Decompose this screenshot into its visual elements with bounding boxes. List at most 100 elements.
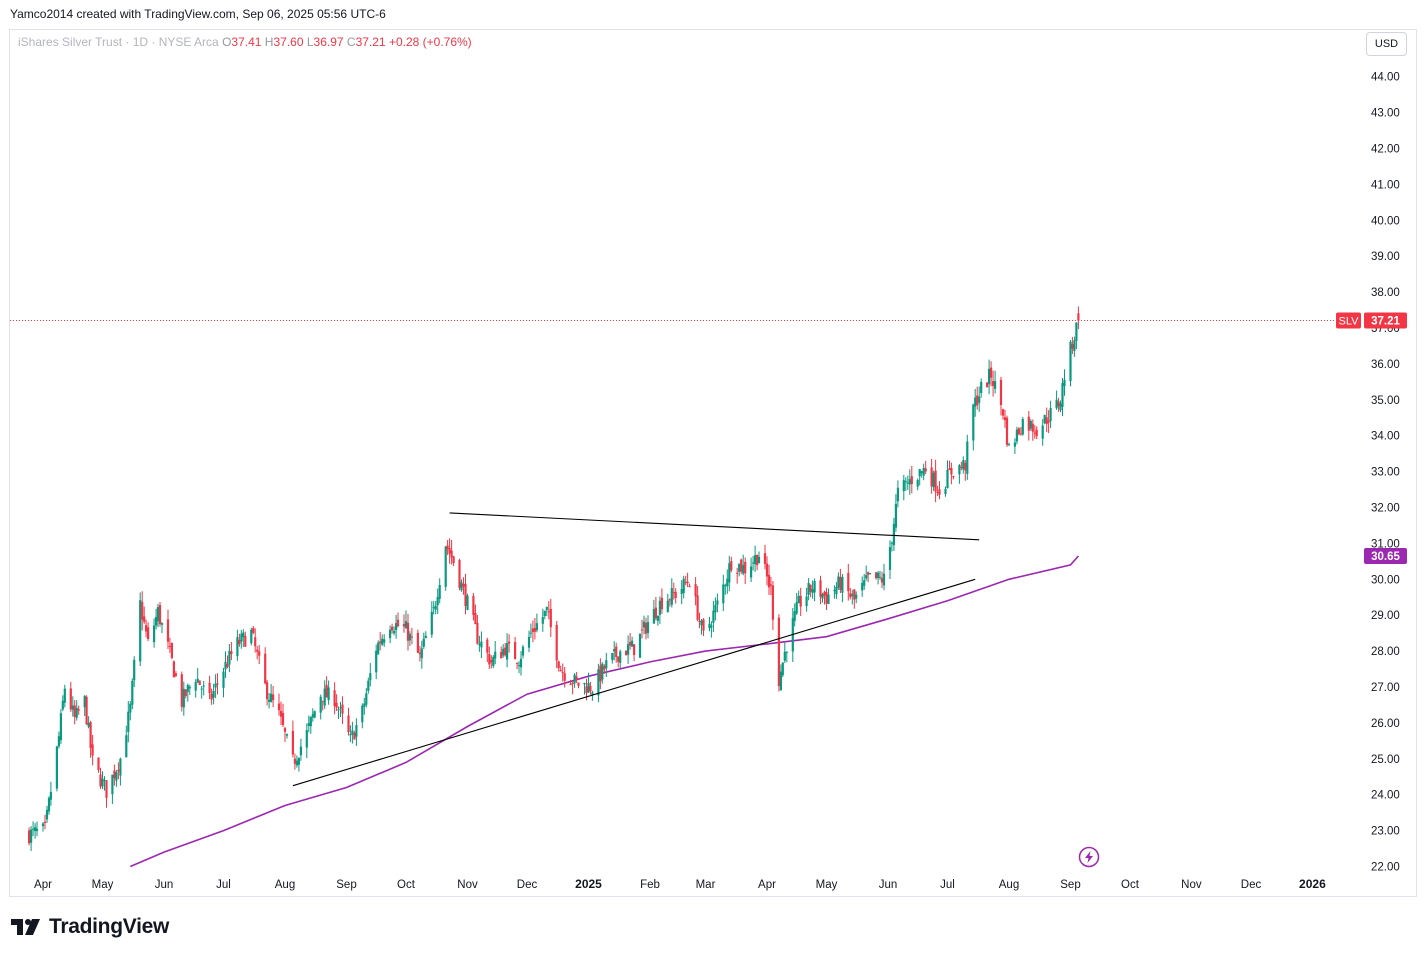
candle-body (682, 578, 685, 593)
candle-body (752, 562, 755, 564)
candle-body (601, 663, 604, 680)
candle-body (460, 582, 463, 591)
candle-body (865, 575, 868, 579)
candle-body (1047, 420, 1050, 423)
candle-body (145, 625, 148, 632)
candle-body (688, 586, 691, 588)
candle-body (69, 688, 72, 710)
candle-body (765, 563, 769, 577)
low-value: 36.97 (313, 35, 344, 49)
candle-body (71, 705, 74, 710)
candle-body (827, 594, 830, 604)
candle-body (115, 772, 118, 781)
candle-body (698, 621, 701, 623)
candle-body (738, 563, 741, 572)
candle-body (516, 662, 519, 664)
candle-body (754, 555, 757, 565)
candle-body (702, 619, 705, 631)
candle-body (45, 809, 49, 820)
candle-body (535, 623, 538, 631)
candle-body (188, 686, 191, 689)
open-value: 37.41 (231, 35, 262, 49)
candle-body (589, 685, 592, 692)
candle-body (795, 602, 798, 614)
currency-button[interactable]: USD (1366, 32, 1407, 56)
candle-body (293, 758, 296, 764)
brand-name: TradingView (49, 915, 170, 938)
candle-body (910, 476, 913, 484)
candle-body (1071, 344, 1074, 349)
lightning-icon[interactable] (1078, 846, 1100, 868)
x-tick-label: Oct (1121, 879, 1140, 891)
timeline-markers[interactable] (1078, 846, 1100, 868)
candle-body (438, 585, 441, 599)
change-value: +0.28 (+0.76%) (388, 35, 472, 49)
y-tick-label: 24.00 (1371, 790, 1400, 802)
candle-body (585, 686, 588, 694)
candle-body (103, 780, 106, 782)
candle-body (577, 682, 580, 686)
x-tick-label: Jun (155, 879, 174, 891)
candles (28, 306, 1080, 851)
candle-body (410, 636, 413, 638)
candle-body (799, 595, 802, 607)
candle-body (597, 669, 600, 696)
candle-body (680, 589, 683, 594)
symbol-description: iShares Silver Trust · 1D · NYSE Arca (18, 35, 219, 49)
tradingview-brand[interactable]: TradingView (11, 915, 169, 939)
candle-body (131, 680, 134, 705)
candle-body (638, 633, 642, 658)
trendline-lower[interactable] (292, 578, 976, 787)
candle-body (325, 684, 328, 698)
candle-body (488, 654, 491, 665)
candle-body (835, 587, 838, 595)
y-tick-label: 26.00 (1371, 718, 1400, 730)
candle-body (101, 778, 104, 787)
candle-body (811, 589, 814, 593)
candle-body (918, 469, 921, 477)
candle-body (500, 651, 503, 659)
candle-body (978, 396, 981, 403)
candle-body (892, 523, 895, 546)
candle-body (728, 563, 731, 583)
candle-body (807, 583, 810, 595)
candle-body (1031, 423, 1034, 432)
y-tick-label: 29.00 (1371, 610, 1400, 622)
candle-body (291, 730, 294, 755)
candle-body (932, 472, 935, 488)
candle-body (196, 678, 199, 683)
candle-body (744, 561, 747, 574)
candle-body (363, 703, 366, 707)
candle-body (615, 646, 618, 657)
candle-body (285, 734, 289, 736)
candle-body (184, 689, 187, 697)
candle-body (966, 441, 969, 474)
candle-body (99, 774, 102, 787)
candle-body (1029, 421, 1032, 429)
candle-body (851, 593, 854, 596)
x-tick-label: Nov (1181, 879, 1202, 891)
candle-body (396, 619, 400, 627)
sma-tag-bg (1364, 548, 1407, 564)
candle-body (502, 648, 505, 656)
candle-body (988, 368, 991, 385)
candle-body (198, 680, 201, 685)
candle-body (216, 683, 219, 685)
candle-body (805, 596, 808, 607)
y-tick-label: 32.00 (1371, 503, 1400, 515)
candle-body (305, 730, 308, 748)
candle-body (980, 382, 983, 394)
trendline-upper[interactable] (449, 512, 980, 541)
x-tick-label: Jul (940, 879, 955, 891)
candle-body (603, 665, 606, 670)
candle-body (230, 651, 233, 654)
candle-body (549, 608, 552, 628)
candle-body (660, 597, 663, 610)
candle-body (716, 600, 719, 605)
candle-body (1005, 417, 1009, 445)
candle-body (462, 584, 465, 587)
candle-body (972, 404, 975, 441)
candle-body (559, 669, 562, 672)
trendlines[interactable] (292, 512, 980, 787)
